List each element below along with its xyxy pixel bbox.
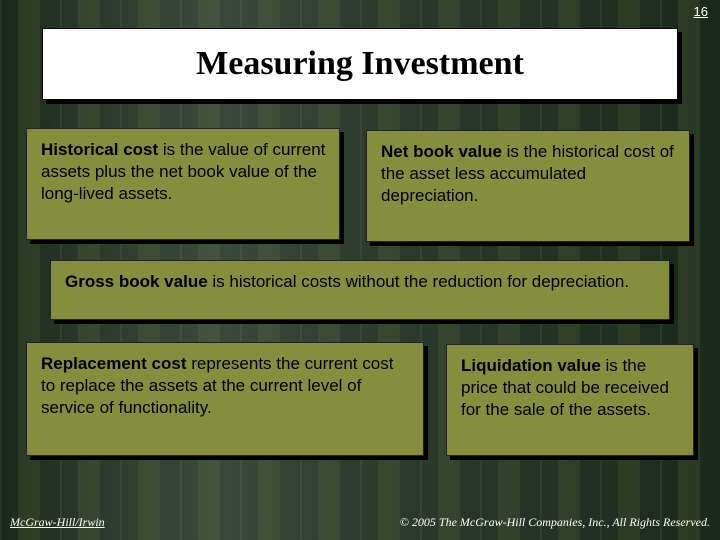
title-box: Measuring Investment [42,28,678,100]
term-replacement: Replacement cost [41,354,187,373]
definition-historical-cost: Historical cost is the value of current … [26,128,340,240]
definition-net-book-value: Net book value is the historical cost of… [366,130,690,242]
slide-title: Measuring Investment [196,45,524,83]
term-liquidation: Liquidation value [461,356,601,375]
footer-publisher: McGraw-Hill/Irwin [10,515,105,530]
term-netbook: Net book value [381,142,502,161]
footer-copyright: © 2005 The McGraw-Hill Companies, Inc., … [400,515,710,530]
page-number: 16 [694,4,708,19]
definition-liquidation-value: Liquidation value is the price that coul… [446,344,694,456]
definition-gross-book-value: Gross book value is historical costs wit… [50,260,670,320]
term-gross: Gross book value [65,272,208,291]
definition-replacement-cost: Replacement cost represents the current … [26,342,424,456]
term-historical: Historical cost [41,140,158,159]
text-gross: is historical costs without the reductio… [208,272,629,291]
